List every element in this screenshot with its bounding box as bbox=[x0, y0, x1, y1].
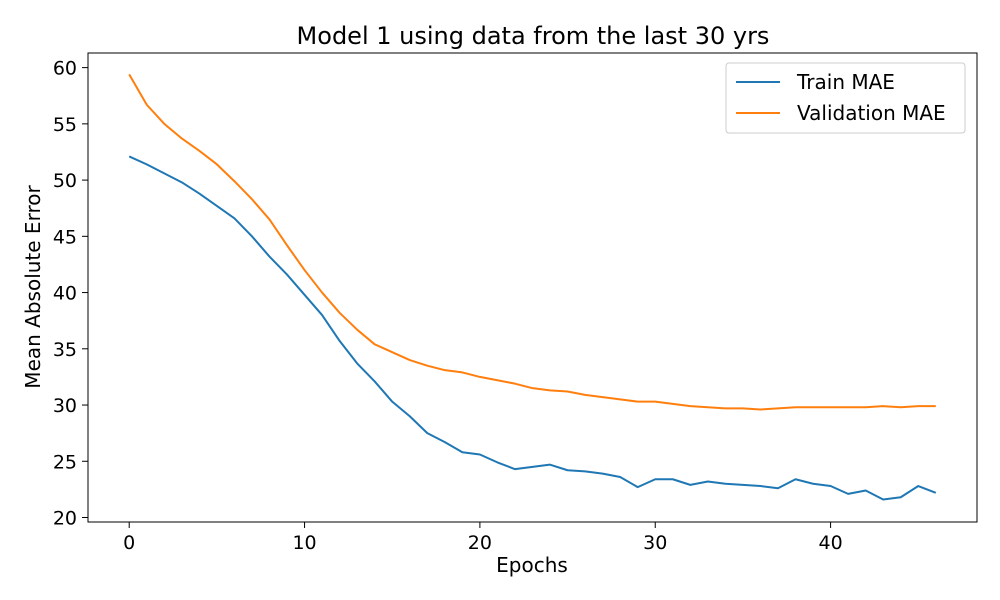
x-tick-label: 10 bbox=[292, 532, 316, 554]
x-axis-ticks: 0 10 20 30 40 bbox=[123, 522, 843, 554]
x-tick-label: 40 bbox=[818, 532, 842, 554]
series-line-validation-mae bbox=[128, 73, 936, 411]
y-tick-label: 20 bbox=[53, 508, 77, 530]
y-tick-label: 55 bbox=[53, 114, 77, 136]
y-tick-label: 45 bbox=[53, 226, 77, 248]
legend: Train MAE Validation MAE bbox=[725, 62, 966, 134]
y-tick-label: 30 bbox=[53, 395, 77, 417]
y-axis-ticks: 20 25 30 35 40 45 50 55 60 bbox=[53, 58, 88, 530]
x-axis-title: Epochs bbox=[496, 553, 568, 577]
chart-title: Model 1 using data from the last 30 yrs bbox=[297, 22, 770, 50]
series-line-train-mae bbox=[128, 155, 937, 501]
y-tick-label: 40 bbox=[53, 283, 77, 305]
legend-box bbox=[725, 62, 966, 134]
y-tick-label: 35 bbox=[53, 339, 77, 361]
y-axis-title: Mean Absolute Error bbox=[21, 185, 45, 389]
x-tick-label: 20 bbox=[468, 532, 492, 554]
y-tick-label: 25 bbox=[53, 451, 77, 473]
y-tick-label: 50 bbox=[53, 170, 77, 192]
legend-label-validation-mae: Validation MAE bbox=[797, 101, 946, 125]
series-layer bbox=[128, 73, 937, 501]
y-tick-label: 60 bbox=[53, 58, 77, 80]
legend-label-train-mae: Train MAE bbox=[796, 70, 895, 94]
plot-area-frame bbox=[87, 52, 978, 523]
x-tick-label: 30 bbox=[643, 532, 667, 554]
x-tick-label: 0 bbox=[123, 532, 135, 554]
